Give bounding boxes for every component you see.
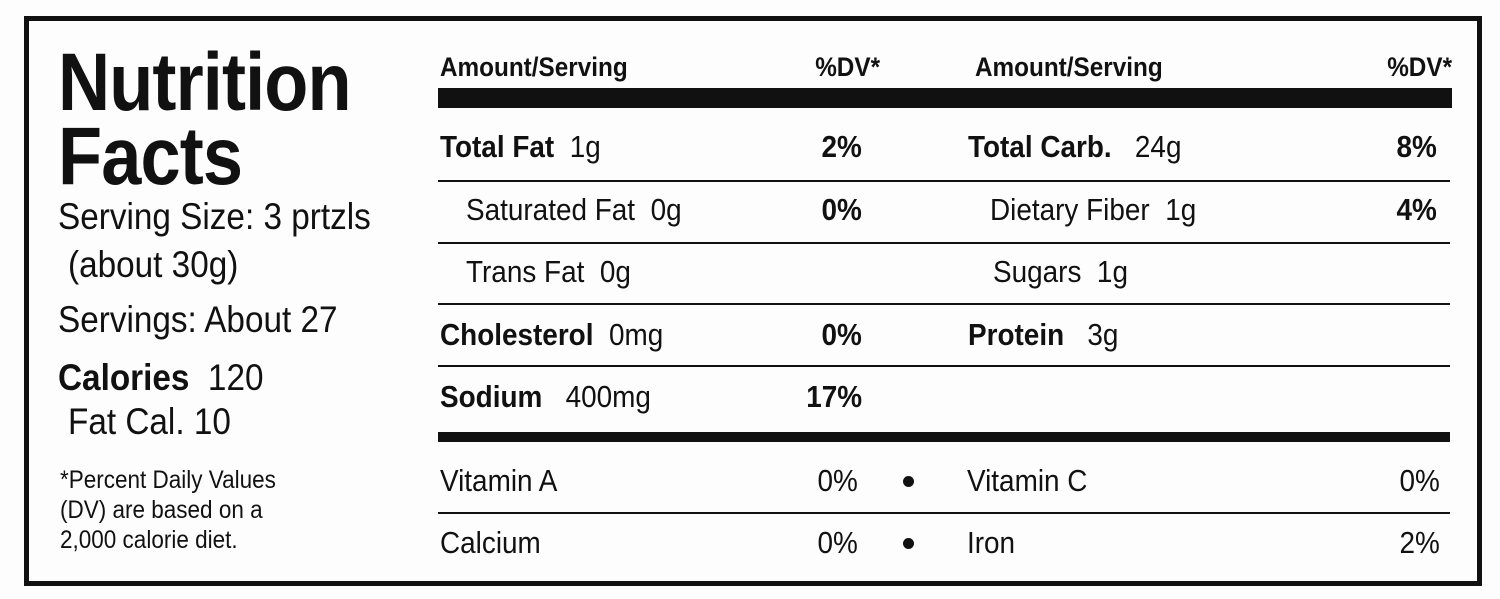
nutrient: Dietary Fiber 1g bbox=[990, 190, 1196, 230]
header: Amount/Serving bbox=[440, 52, 628, 82]
rule bbox=[438, 512, 1450, 514]
rule bbox=[438, 242, 1450, 244]
nutrient-amount: 1g bbox=[1165, 192, 1197, 227]
servings: Servings: About 27 bbox=[58, 299, 338, 340]
title: Facts bbox=[58, 111, 243, 202]
vitamin-dv: 2% bbox=[1399, 525, 1440, 560]
rule bbox=[438, 365, 1450, 367]
nutrient-dv: 8% bbox=[1396, 129, 1437, 164]
nutrient-amount: 0g bbox=[599, 254, 631, 289]
vitamin-name: Calcium bbox=[440, 525, 541, 560]
nutrient-amount: 1g bbox=[1096, 254, 1128, 289]
footnote: *Percent Daily Values bbox=[60, 466, 276, 494]
nutrient-name: Cholesterol bbox=[440, 317, 594, 352]
nutrient-name: Dietary Fiber bbox=[990, 192, 1150, 227]
serving-size: Serving Size: 3 prtzls bbox=[58, 196, 371, 237]
nutrient-name: Saturated Fat bbox=[466, 192, 636, 227]
label-border bbox=[24, 16, 1482, 586]
nutrient-amount: 400mg bbox=[565, 379, 651, 414]
thick-rule bbox=[438, 432, 1450, 442]
nutrient-dv: 0% bbox=[821, 317, 862, 352]
header: Amount/Serving bbox=[975, 52, 1163, 82]
nutrient: Saturated Fat 0g bbox=[466, 190, 682, 230]
serving-weight: (about 30g) bbox=[68, 244, 239, 285]
nutrient-amount: 3g bbox=[1087, 317, 1119, 352]
nutrient: Trans Fat 0g bbox=[466, 252, 631, 292]
bullet bbox=[903, 538, 914, 549]
calories: Calories 120 bbox=[58, 358, 263, 398]
rule bbox=[438, 180, 1450, 182]
nutrient: Protein 3g bbox=[968, 315, 1118, 355]
thick-rule bbox=[438, 88, 1452, 108]
rule bbox=[438, 303, 1450, 305]
nutrient-name: Sugars bbox=[993, 254, 1082, 289]
nutrient-amount: 1g bbox=[569, 129, 601, 164]
nutrient-name: Trans Fat bbox=[466, 254, 585, 289]
nutrient-name: Sodium bbox=[440, 379, 543, 414]
fat-calories: Fat Cal. 10 bbox=[68, 401, 231, 442]
nutrient-amount: 0g bbox=[650, 192, 682, 227]
vitamin-name: Iron bbox=[967, 525, 1016, 560]
nutrient-dv: 0% bbox=[821, 192, 862, 227]
nutrient: Cholesterol 0mg bbox=[440, 315, 663, 355]
nutrient-name: Total Fat bbox=[440, 129, 555, 164]
bullet bbox=[903, 476, 914, 487]
nutrient: Sodium 400mg bbox=[440, 377, 651, 417]
calories-label: Calories bbox=[58, 357, 190, 398]
vitamin-name: Vitamin A bbox=[440, 463, 558, 498]
calories-value: 120 bbox=[207, 357, 264, 398]
nutrient-amount: 24g bbox=[1134, 129, 1182, 164]
nutrient: Sugars 1g bbox=[993, 252, 1128, 292]
vitamin-dv: 0% bbox=[817, 525, 858, 560]
vitamin-dv: 0% bbox=[817, 463, 858, 498]
footnote: (DV) are based on a bbox=[60, 496, 263, 524]
footnote: 2,000 calorie diet. bbox=[60, 526, 238, 554]
nutrient-dv: 2% bbox=[821, 129, 862, 164]
nutrient-dv: 17% bbox=[806, 379, 862, 414]
vitamin-name: Vitamin C bbox=[967, 463, 1088, 498]
nutrient-name: Protein bbox=[968, 317, 1065, 352]
vitamin-dv: 0% bbox=[1399, 463, 1440, 498]
nutrient: Total Fat 1g bbox=[440, 127, 601, 167]
header: %DV* bbox=[815, 52, 880, 82]
nutrient-name: Total Carb. bbox=[968, 129, 1112, 164]
nutrient-dv: 4% bbox=[1396, 192, 1437, 227]
nutrient-amount: 0mg bbox=[608, 317, 664, 352]
nutrient: Total Carb. 24g bbox=[968, 127, 1181, 167]
header: %DV* bbox=[1387, 52, 1452, 82]
title: Nutrition bbox=[58, 37, 352, 128]
